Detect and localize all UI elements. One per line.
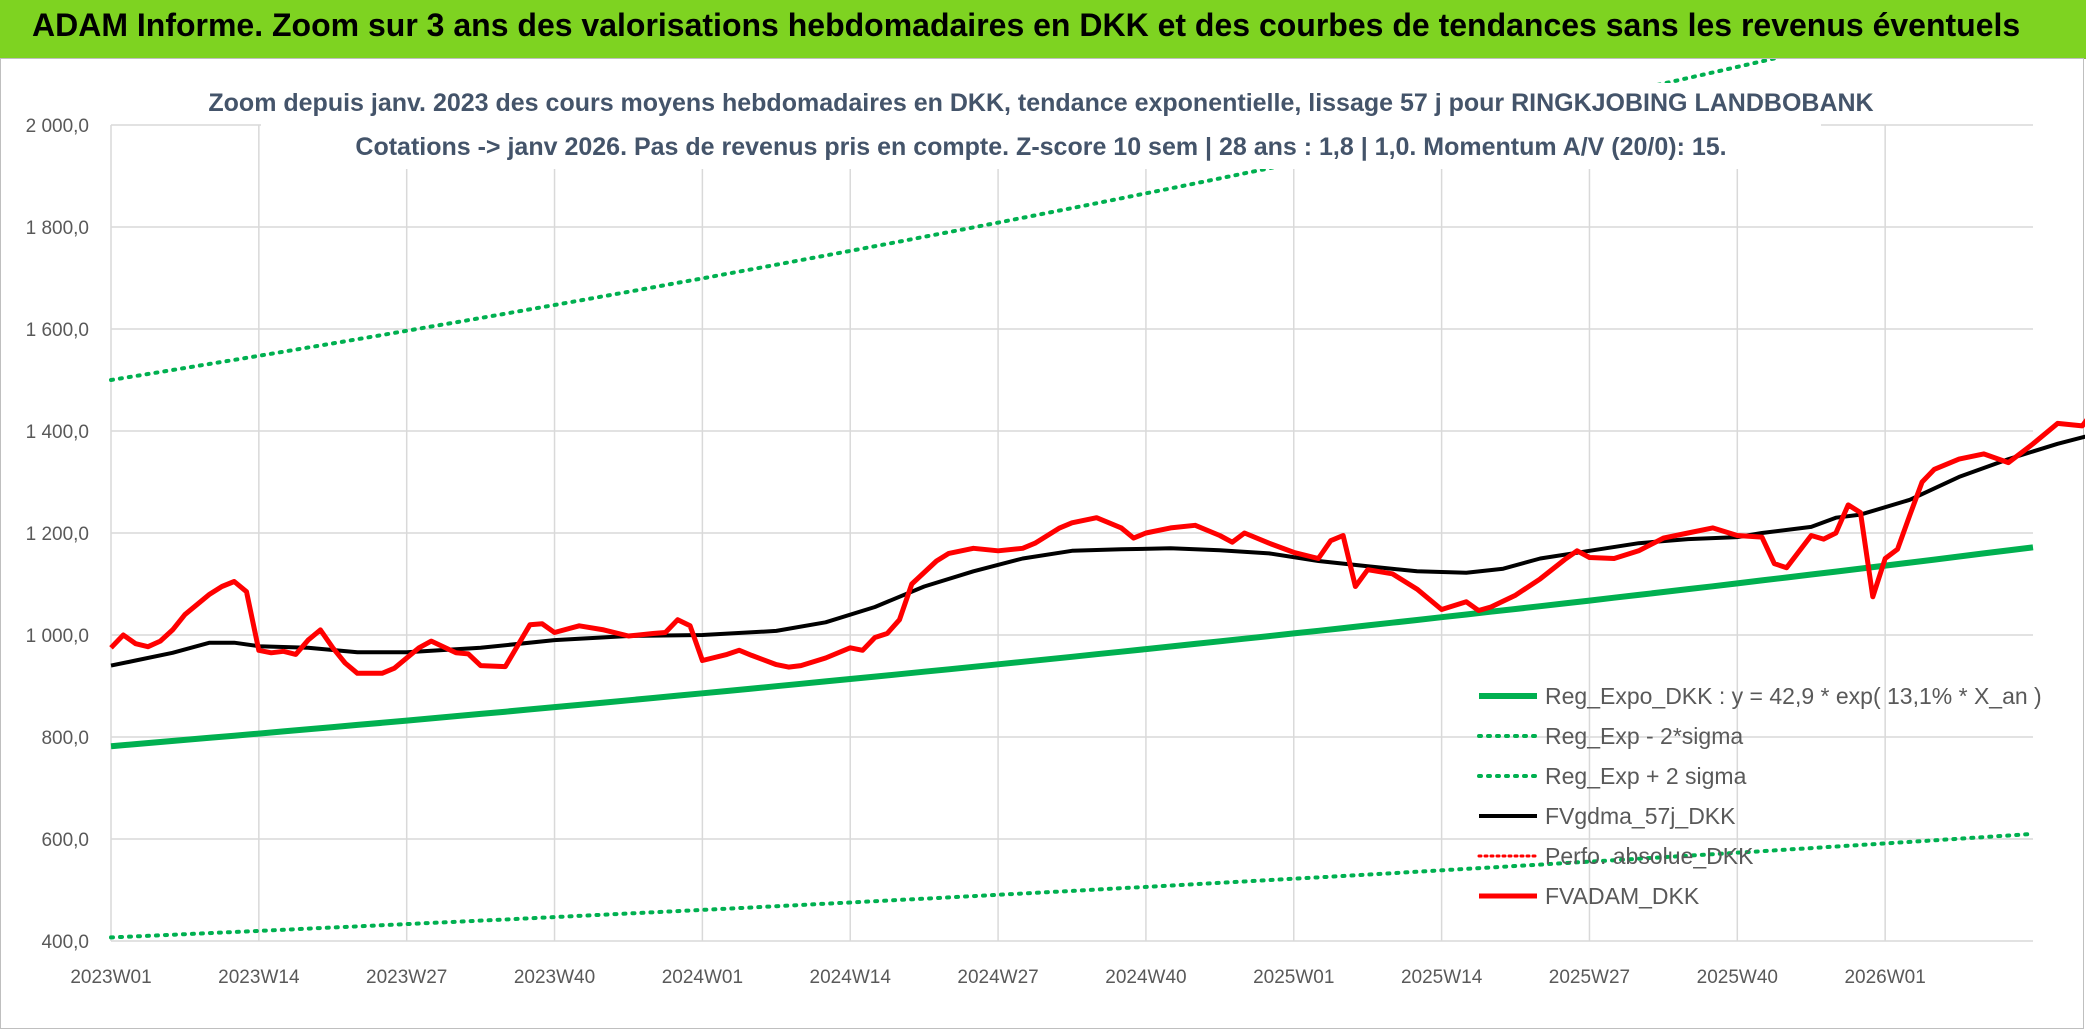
x-tick-label: 2023W14 <box>218 967 300 988</box>
legend-item-fvgdma-label: FVgdma_57j_DKK <box>1545 803 1736 829</box>
x-tick-label: 2024W14 <box>810 967 892 988</box>
y-tick-label: 1 200,0 <box>26 524 89 545</box>
legend-item-reg-expo-label: Reg_Expo_DKK : y = 42,9 * exp( 13,1% * X… <box>1545 683 2042 709</box>
y-tick-label: 2 000,0 <box>26 116 89 137</box>
x-tick-label: 2023W01 <box>70 967 151 988</box>
y-tick-label: 600,0 <box>41 830 89 851</box>
y-axis-tick-labels: 400,0 600,0 800,0 1 000,0 1 200,0 1 400,0 1 60… <box>26 116 89 953</box>
chart-title-line2: Cotations -> janv 2026. Pas de revenus p… <box>355 133 1726 161</box>
series-reg-exp-minus-2-sigma <box>109 831 2035 940</box>
y-tick-label: 1 600,0 <box>26 320 89 341</box>
chart-title-background <box>261 83 1821 169</box>
gridlines <box>110 124 2033 942</box>
x-tick-label: 2025W40 <box>1697 967 1778 988</box>
legend-item-minus-2-sigma-label: Reg_Exp - 2*sigma <box>1545 723 1743 749</box>
y-tick-label: 1 400,0 <box>26 422 89 443</box>
y-tick-label: 1 800,0 <box>26 218 89 239</box>
report-title: ADAM Informe. Zoom sur 3 ans des valoris… <box>32 7 2021 43</box>
series-layer <box>109 59 2085 940</box>
x-tick-label: 2026W01 <box>1844 967 1925 988</box>
y-tick-label: 800,0 <box>41 728 89 749</box>
x-tick-label: 2024W40 <box>1105 967 1186 988</box>
series-reg-expo-dkk <box>110 544 2034 750</box>
series-reg-exp-plus-2-sigma <box>109 59 1781 382</box>
x-tick-label: 2023W27 <box>366 967 447 988</box>
series-fvgdma-57j-dkk <box>110 434 2085 668</box>
chart-title-line1: Zoom depuis janv. 2023 des cours moyens … <box>208 89 1873 117</box>
legend-item-fvadam-label: FVADAM_DKK <box>1545 883 1700 909</box>
x-tick-label: 2025W14 <box>1401 967 1483 988</box>
x-axis-tick-labels: 2023W01 2023W14 2023W27 2023W40 2024W01 2024W… <box>70 967 1925 988</box>
y-tick-label: 1 000,0 <box>26 626 89 647</box>
x-tick-label: 2024W27 <box>957 967 1038 988</box>
x-tick-label: 2025W01 <box>1253 967 1334 988</box>
legend-item-plus-2-sigma-label: Reg_Exp + 2 sigma <box>1545 763 1747 789</box>
chart-frame: 400,0 600,0 800,0 1 000,0 1 200,0 1 400,0 1 60… <box>0 58 2085 1029</box>
series-fvadam-dkk <box>109 418 2085 676</box>
legend-item-perfo-absolue-label: Perfo. absolue_DKK <box>1545 843 1754 869</box>
x-tick-label: 2024W01 <box>662 967 743 988</box>
x-tick-label: 2025W27 <box>1549 967 1630 988</box>
y-tick-label: 400,0 <box>41 932 89 953</box>
chart-svg: 400,0 600,0 800,0 1 000,0 1 200,0 1 400,0 1 60… <box>26 59 2085 988</box>
legend: Reg_Expo_DKK : y = 42,9 * exp( 13,1% * X… <box>1477 683 2042 909</box>
x-tick-label: 2023W40 <box>514 967 595 988</box>
report-banner: ADAM Informe. Zoom sur 3 ans des valoris… <box>0 0 2086 59</box>
